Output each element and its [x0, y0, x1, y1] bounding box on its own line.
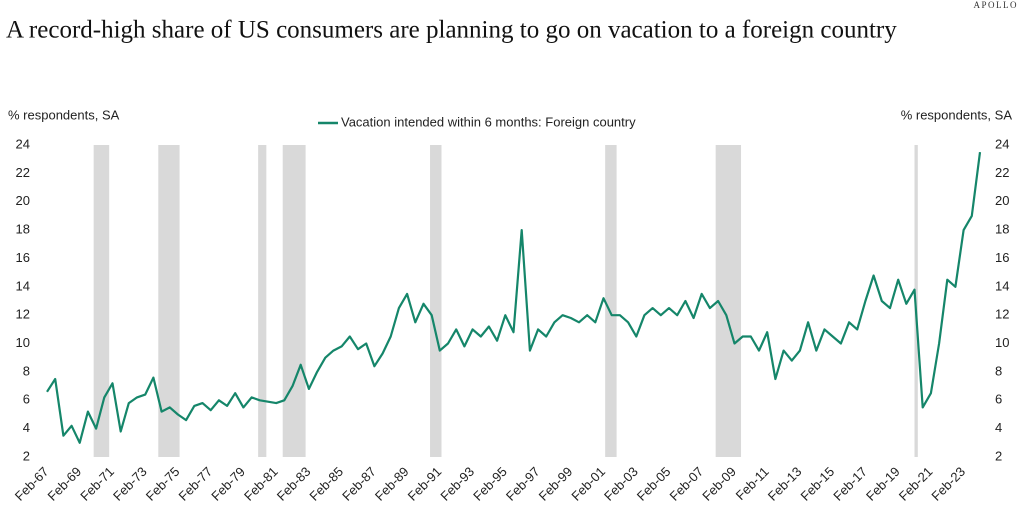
y2-tick-label: 8 — [995, 363, 1002, 378]
y-tick-label: 8 — [23, 363, 30, 378]
x-tick-label: Feb-87 — [339, 464, 379, 504]
legend-label: Vacation intended within 6 months: Forei… — [341, 114, 636, 129]
x-tick-label: Feb-17 — [830, 464, 870, 504]
x-tick-label: Feb-15 — [797, 464, 837, 504]
y2-tick-label: 2 — [995, 448, 1002, 463]
y-tick-label: 22 — [16, 165, 30, 180]
y2-axis-label: % respondents, SA — [901, 107, 1013, 122]
x-tick-label: Feb-93 — [437, 464, 477, 504]
x-tick-label: Feb-91 — [405, 464, 445, 504]
x-tick-label: Feb-69 — [45, 464, 85, 504]
y-tick-label: 18 — [16, 222, 30, 237]
x-tick-label: Feb-19 — [863, 464, 903, 504]
x-tick-label: Feb-83 — [274, 464, 314, 504]
x-tick-label: Feb-99 — [536, 464, 576, 504]
y-axis-label: % respondents, SA — [8, 107, 120, 122]
chart-title: A record-high share of US consumers are … — [6, 17, 897, 44]
x-tick-label: Feb-89 — [372, 464, 412, 504]
y-tick-label: 14 — [16, 278, 30, 293]
y2-tick-label: 18 — [995, 222, 1009, 237]
recession-band — [93, 145, 110, 457]
x-tick-label: Feb-97 — [503, 464, 543, 504]
x-tick-label: Feb-79 — [208, 464, 248, 504]
x-tick-label: Feb-13 — [765, 464, 805, 504]
x-tick-label: Feb-11 — [733, 464, 772, 503]
recession-band — [430, 145, 442, 457]
x-tick-label: Feb-03 — [601, 464, 641, 504]
x-tick-label: Feb-77 — [175, 464, 215, 504]
y-tick-label: 4 — [23, 420, 30, 435]
y-tick-label: 24 — [16, 136, 30, 151]
x-tick-label: Feb-85 — [306, 464, 346, 504]
x-tick-label: Feb-21 — [896, 464, 936, 504]
y2-tick-label: 16 — [995, 250, 1009, 265]
recession-band — [158, 145, 180, 457]
y-tick-label: 16 — [16, 250, 30, 265]
y-tick-label: 12 — [16, 307, 30, 322]
y2-tick-label: 24 — [995, 136, 1009, 151]
y2-tick-label: 6 — [995, 392, 1002, 407]
x-tick-label: Feb-73 — [110, 464, 150, 504]
x-tick-label: Feb-05 — [634, 464, 674, 504]
y2-tick-label: 20 — [995, 193, 1009, 208]
y-tick-label: 2 — [23, 448, 30, 463]
y2-tick-label: 14 — [995, 278, 1009, 293]
x-tick-label: Feb-95 — [470, 464, 510, 504]
x-tick-label: Feb-71 — [77, 464, 117, 504]
recession-band — [258, 145, 267, 457]
recession-band — [715, 145, 742, 457]
y2-tick-label: 10 — [995, 335, 1009, 350]
x-tick-label: Feb-23 — [928, 464, 968, 504]
brand: APOLLO — [974, 0, 1019, 10]
x-tick-label: Feb-75 — [143, 464, 183, 504]
x-tick-label: Feb-01 — [568, 464, 608, 504]
x-tick-label: Feb-09 — [699, 464, 739, 504]
y-tick-label: 6 — [23, 392, 30, 407]
y-tick-label: 20 — [16, 193, 30, 208]
recession-band — [605, 145, 617, 457]
x-tick-label: Feb-07 — [667, 464, 707, 504]
y2-tick-label: 12 — [995, 307, 1009, 322]
x-tick-label: Feb-81 — [241, 464, 281, 504]
y-tick-label: 10 — [16, 335, 30, 350]
y2-tick-label: 4 — [995, 420, 1002, 435]
data-line — [46, 151, 982, 444]
x-tick-label: Feb-67 — [12, 464, 52, 504]
y2-tick-label: 22 — [995, 165, 1009, 180]
recession-band — [282, 145, 306, 457]
